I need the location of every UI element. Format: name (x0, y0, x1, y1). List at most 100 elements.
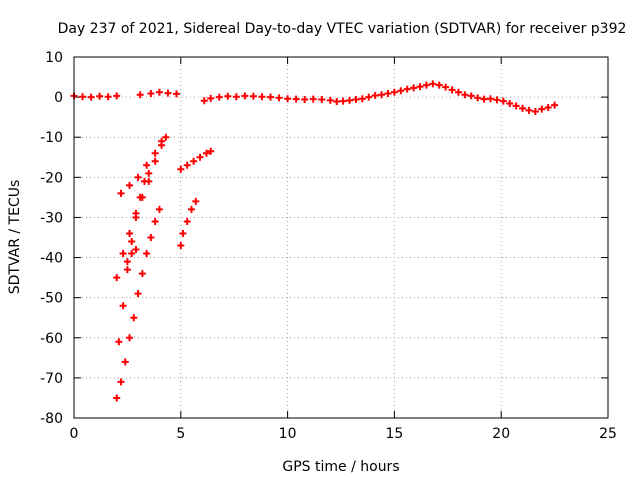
y-tick-label: -60 (40, 331, 63, 347)
data-point (158, 137, 166, 145)
data-point (117, 189, 125, 197)
data-point (448, 86, 456, 94)
data-point (126, 181, 134, 189)
data-point (119, 302, 127, 310)
data-point (126, 334, 134, 342)
data-point (138, 270, 146, 278)
data-point (173, 90, 181, 98)
data-point (113, 92, 121, 100)
x-tick-label: 15 (385, 426, 403, 442)
grid (74, 57, 608, 418)
data-point (435, 81, 443, 89)
data-point (384, 90, 392, 98)
data-point (183, 161, 191, 169)
data-point (499, 97, 507, 105)
data-point (145, 169, 153, 177)
data-point (132, 213, 140, 221)
data-point (519, 104, 527, 112)
data-point (410, 84, 418, 92)
data-point (241, 92, 249, 100)
x-tick-label: 20 (492, 426, 510, 442)
data-point (136, 193, 144, 201)
data-point (151, 149, 159, 157)
data-point (378, 91, 386, 99)
data-point (292, 95, 300, 103)
data-point (202, 149, 210, 157)
data-point (487, 95, 495, 103)
data-point (123, 266, 131, 274)
data-point (115, 338, 123, 346)
data-point (130, 314, 138, 322)
data-point (119, 250, 127, 258)
plot-frame (73, 56, 609, 419)
y-tick-label: -80 (40, 411, 63, 427)
data-point (190, 157, 198, 165)
data-point (480, 95, 488, 103)
y-tick-label: -70 (40, 371, 63, 387)
data-point (326, 96, 334, 104)
data-point (134, 290, 142, 298)
data-point (429, 80, 437, 88)
data-point (117, 378, 125, 386)
data-point (113, 274, 121, 282)
y-tick-label: -10 (40, 130, 63, 146)
data-point (397, 87, 405, 95)
x-tick-label: 10 (279, 426, 297, 442)
data-point (164, 89, 172, 97)
data-point (140, 177, 148, 185)
data-point (151, 217, 159, 225)
data-point (79, 93, 87, 101)
data-point (544, 104, 552, 112)
data-point (258, 93, 266, 101)
data-point (538, 105, 546, 113)
data-point (506, 100, 514, 108)
data-point (390, 88, 398, 96)
data-point (155, 205, 163, 213)
data-points (70, 80, 559, 402)
y-tick-labels: 10 0 -10 -20 -30 -40 -50 -60 -70 -80 (40, 50, 63, 427)
data-point (461, 91, 469, 99)
data-point (196, 153, 204, 161)
data-point (371, 92, 379, 100)
data-point (474, 94, 482, 102)
data-point (183, 217, 191, 225)
y-tick-label: -20 (40, 170, 63, 186)
data-point (96, 92, 104, 100)
data-point (346, 96, 354, 104)
data-point (493, 96, 501, 104)
data-point (403, 85, 411, 93)
data-point (123, 258, 131, 266)
data-point (147, 234, 155, 241)
data-point (358, 95, 366, 103)
y-tick-label: 0 (54, 90, 63, 106)
data-point (284, 95, 292, 103)
data-point (128, 250, 136, 258)
x-tick-label: 5 (176, 426, 185, 442)
data-point (416, 83, 424, 91)
data-point (422, 81, 430, 89)
data-point (87, 93, 95, 101)
data-point (134, 173, 142, 181)
data-point (143, 250, 151, 258)
data-point (177, 242, 185, 250)
data-point (155, 88, 163, 96)
data-point (200, 97, 208, 105)
x-tick-label: 25 (599, 426, 617, 442)
data-point (309, 95, 317, 103)
data-point (207, 147, 215, 155)
data-point (232, 93, 240, 101)
data-point (136, 91, 144, 99)
data-point (512, 102, 520, 110)
data-point (207, 94, 215, 102)
data-point (121, 358, 129, 366)
x-axis-label: GPS time / hours (282, 459, 399, 475)
data-point (318, 96, 326, 104)
data-point (177, 165, 185, 173)
y-tick-label: 10 (45, 50, 63, 66)
data-point (551, 101, 559, 109)
data-point (442, 83, 450, 91)
data-point (179, 229, 187, 237)
data-point (525, 106, 533, 114)
data-point (365, 93, 373, 101)
